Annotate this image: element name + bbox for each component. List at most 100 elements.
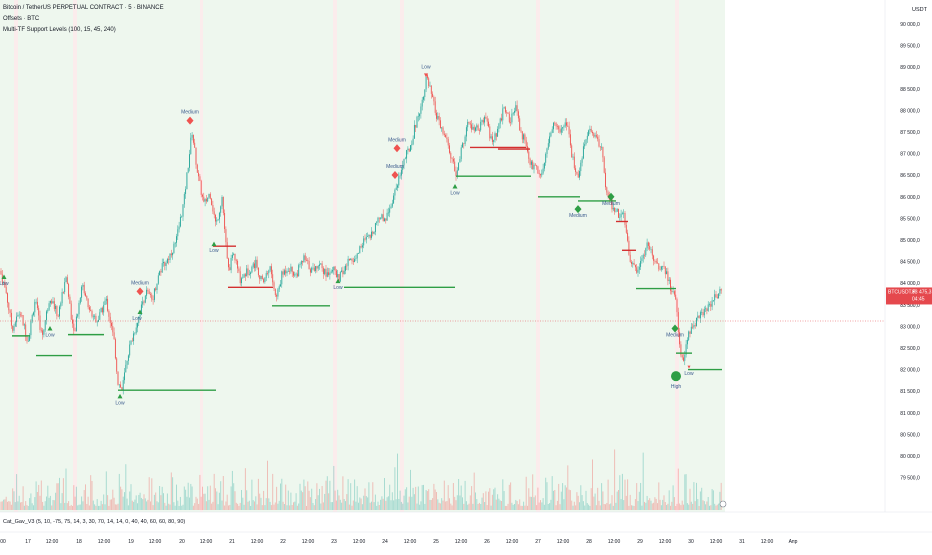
volume-bar: [87, 496, 89, 510]
candle-body: [459, 158, 461, 163]
candle-body: [540, 174, 541, 176]
candle-body: [356, 253, 358, 259]
candle-body: [569, 134, 571, 146]
volume-bar: [42, 501, 44, 510]
volume-bar: [29, 498, 31, 510]
candle-body: [317, 265, 319, 269]
currency-label[interactable]: USDT: [912, 7, 927, 13]
candle-body: [13, 325, 15, 331]
volume-bar: [34, 497, 36, 510]
volume-bar: [376, 505, 378, 510]
volume-bar: [706, 501, 708, 510]
volume-bar: [257, 478, 259, 510]
candle-body: [202, 194, 203, 197]
support-levels: [12, 146, 722, 391]
time-tick-label: 18: [76, 539, 82, 545]
candle-body: [636, 267, 638, 273]
candle-body: [312, 267, 314, 269]
volume-bar: [685, 474, 687, 510]
volume-bar: [26, 505, 28, 510]
candle-body: [183, 193, 185, 205]
candle-body: [272, 274, 274, 283]
candle-body: [23, 324, 25, 326]
candle-body: [595, 135, 597, 137]
candle-body: [705, 308, 707, 310]
candle-body: [126, 360, 128, 365]
candle-body: [151, 294, 153, 300]
up-triangle-icon: [47, 325, 53, 331]
price-tick-label: 81 000,0: [900, 411, 920, 417]
candle-body: [403, 159, 405, 166]
candle-body: [299, 264, 301, 266]
candle-body: [408, 148, 410, 152]
settings-icon[interactable]: [719, 500, 727, 508]
candle-body: [411, 144, 413, 146]
volume-bar: [27, 505, 29, 510]
volume-bar: [332, 502, 333, 510]
volume-bar: [191, 486, 193, 510]
volume-bar: [185, 489, 187, 510]
volume-bar: [272, 473, 274, 510]
support-levels-indicator-label[interactable]: Multi-TF Support Levels (100, 15, 45, 24…: [3, 27, 116, 33]
candle-body: [683, 357, 684, 361]
volume-bar: [296, 505, 298, 510]
offsets-indicator-label[interactable]: Offsets · BTC: [3, 16, 40, 22]
volume-bar: [387, 496, 389, 510]
candle-body: [283, 270, 285, 275]
candle-body: [650, 249, 652, 250]
volume-bar: [1, 501, 3, 510]
candle-body: [51, 300, 53, 304]
volume-bar: [423, 484, 424, 510]
volume-bar: [521, 505, 523, 510]
volume-bar: [566, 487, 567, 510]
volume-bar: [265, 498, 267, 510]
volume-bar: [385, 500, 387, 510]
candle-body: [326, 272, 328, 277]
volume-bar: [308, 490, 310, 510]
candle-body: [667, 271, 669, 282]
volume-bar: [290, 492, 292, 510]
volume-bar: [334, 490, 336, 510]
candle-body: [602, 146, 604, 158]
volume-bar: [633, 505, 635, 510]
volume-bar: [250, 505, 252, 510]
candle-body: [85, 293, 86, 296]
price-axis[interactable]: 90 000,0 89 500,0 89 000,0 88 500,0 88 000,0…: [884, 0, 932, 512]
candle-body: [220, 206, 222, 213]
volume-bar: [384, 478, 385, 510]
candle-body: [174, 242, 176, 244]
candle-body: [3, 281, 5, 283]
candle-body: [100, 307, 102, 313]
candle-body: [537, 166, 539, 174]
candle-body: [382, 214, 384, 222]
candle-body: [476, 125, 478, 128]
volume-bar: [364, 488, 366, 510]
candle-body: [556, 126, 558, 127]
volume-bar: [352, 500, 354, 510]
candle-body: [601, 146, 603, 148]
volume-bar: [381, 496, 383, 510]
candle-body: [568, 126, 570, 135]
candle-body: [452, 159, 454, 162]
volume-bar: [211, 503, 213, 510]
oscillator-label[interactable]: Cat_Gav_V3 (5, 10, -75, 75, 14, 3, 30, 7…: [3, 519, 186, 525]
volume-bar: [703, 501, 705, 510]
volume-bar: [680, 505, 682, 510]
volume-bar: [239, 502, 241, 510]
volume-bar: [584, 505, 586, 510]
volume-bar: [538, 502, 540, 510]
volume-bar: [395, 499, 397, 510]
candle-body: [367, 236, 369, 237]
candle-body: [189, 154, 190, 168]
candle-body: [56, 305, 58, 316]
volume-bar: [585, 490, 587, 510]
time-axis[interactable]: 00 17 12:00 18 12:00 19 12:00 20 12:00 21 12:00 22 1…: [0, 500, 932, 545]
volume-bar: [207, 486, 209, 510]
candle-body: [55, 305, 57, 310]
candle-body: [471, 124, 473, 130]
volume-bar: [581, 495, 583, 510]
candle-body: [96, 321, 98, 323]
candle-body: [325, 268, 327, 277]
